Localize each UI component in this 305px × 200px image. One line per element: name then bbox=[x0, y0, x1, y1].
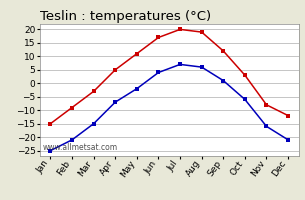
Text: Teslin : temperatures (°C): Teslin : temperatures (°C) bbox=[40, 10, 211, 23]
Text: www.allmetsat.com: www.allmetsat.com bbox=[42, 143, 117, 152]
